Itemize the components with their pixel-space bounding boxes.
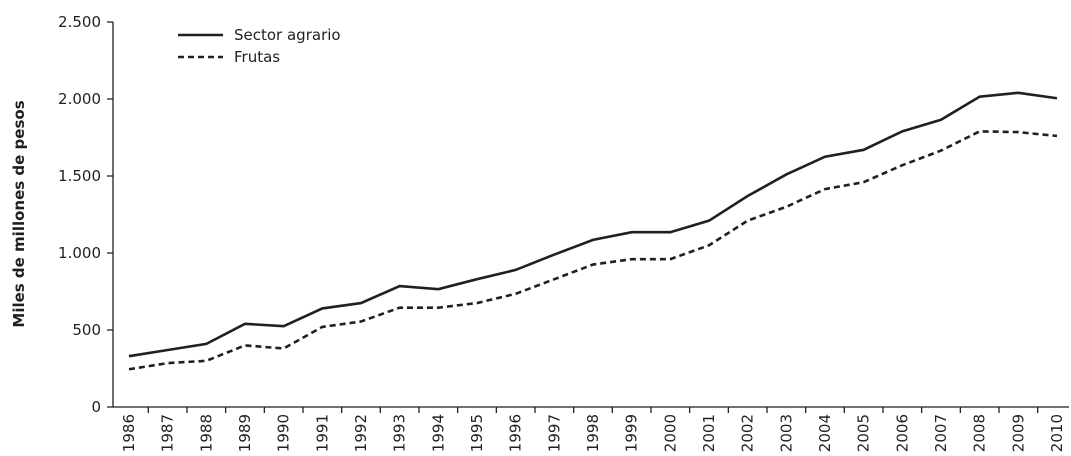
- x-tick-label: 1994: [429, 414, 447, 452]
- y-axis-label: Miles de millones de pesos: [10, 100, 28, 327]
- x-tick-label: 1991: [313, 414, 331, 452]
- x-tick-label: 1998: [584, 414, 602, 452]
- x-tick-label: 1989: [236, 414, 254, 452]
- legend-label: Sector agrario: [234, 26, 341, 44]
- y-tick-label: 500: [72, 321, 101, 339]
- x-tick-label: 2001: [700, 414, 718, 452]
- y-tick-label: 1.000: [58, 244, 101, 262]
- series-line: [128, 91, 1058, 358]
- series-line: [128, 130, 1058, 371]
- x-tick-label: 2007: [932, 414, 950, 452]
- x-tick-label: 2006: [893, 414, 911, 452]
- x-tick-label: 1999: [623, 414, 641, 452]
- x-tick-label: 1987: [159, 414, 177, 452]
- x-tick-label: 2004: [816, 414, 834, 452]
- y-tick-label: 0: [91, 398, 101, 416]
- x-tick-label: 1986: [120, 414, 138, 452]
- x-tick-label: 2002: [739, 414, 757, 452]
- x-tick-label: 2000: [661, 414, 679, 452]
- y-tick-label: 2.500: [58, 13, 101, 31]
- x-tick-label: 2008: [971, 414, 989, 452]
- y-tick-label: 1.500: [58, 167, 101, 185]
- x-tick-label: 1992: [352, 414, 370, 452]
- legend-label: Frutas: [234, 48, 280, 66]
- x-tick-label: 2009: [1009, 414, 1027, 452]
- y-tick-label: 2.000: [58, 90, 101, 108]
- x-tick-label: 1988: [197, 414, 215, 452]
- x-tick-label: 2003: [777, 414, 795, 452]
- x-tick-label: 1990: [275, 414, 293, 452]
- x-tick-label: 2010: [1048, 414, 1066, 452]
- x-tick-label: 1995: [468, 414, 486, 452]
- x-tick-label: 1996: [507, 414, 525, 452]
- x-tick-label: 2005: [855, 414, 873, 452]
- x-tick-label: 1993: [391, 414, 409, 452]
- x-tick-label: 1997: [545, 414, 563, 452]
